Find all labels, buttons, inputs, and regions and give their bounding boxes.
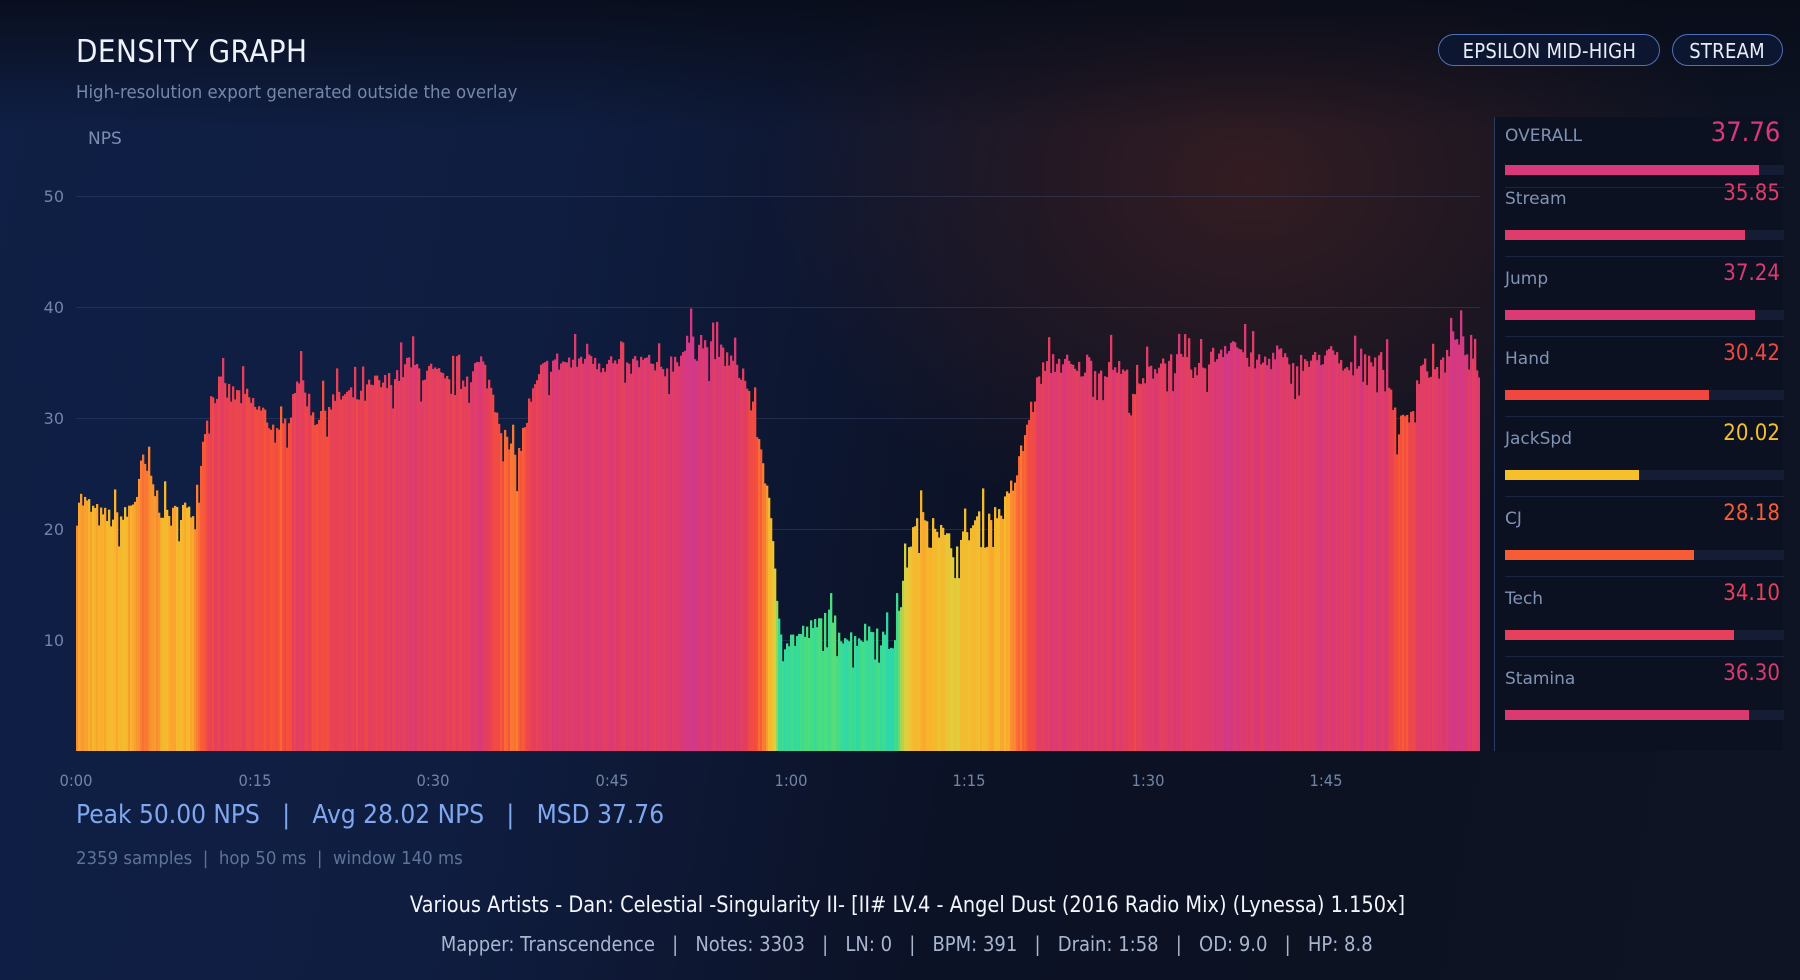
y-tick-40: 40 (43, 298, 64, 317)
song-title: Various Artists - Dan: Celestial -Singul… (0, 868, 1800, 918)
skill-divider (1505, 496, 1784, 497)
y-axis-label: NPS (88, 129, 122, 149)
song-info-text: Mapper: Transcendence | Notes: 3303 | LN… (440, 932, 1373, 956)
skill-divider (1505, 416, 1784, 417)
y-tick-30: 30 (43, 409, 64, 428)
badge-pattern-type: STREAM (1672, 34, 1783, 66)
skill-value-text: 28.18 (1723, 501, 1780, 526)
y-tick-20: 20 (43, 520, 64, 539)
skill-label: Hand (1505, 349, 1550, 369)
skill-label: CJ (1505, 509, 1522, 529)
skill-value: 20.02 (1717, 421, 1780, 446)
skill-value-text: 37.24 (1723, 261, 1780, 286)
skill-label: Stamina (1505, 669, 1576, 689)
page-title: DENSITY GRAPH (76, 34, 308, 70)
page-subtitle: High-resolution export generated outside… (76, 82, 518, 103)
nps-bars (76, 308, 1480, 751)
skill-value: 36.30 (1717, 661, 1780, 686)
skill-divider (1505, 256, 1784, 257)
x-tick: 1:45 (1309, 771, 1343, 790)
gridline-40 (76, 307, 1480, 308)
skill-bar-track (1505, 550, 1784, 560)
gridline-50 (76, 196, 1480, 197)
skill-bar-track (1505, 630, 1784, 640)
skill-bar-fill (1505, 630, 1734, 640)
skill-divider (1505, 336, 1784, 337)
skill-value: 28.18 (1717, 501, 1780, 526)
skill-value-text: 30.42 (1723, 341, 1780, 366)
skill-bar-fill (1505, 470, 1639, 480)
skill-value-text: 34.10 (1723, 581, 1780, 606)
skill-value-text: 37.76 (1710, 117, 1780, 148)
skill-bar-track (1505, 390, 1784, 400)
gridline-30 (76, 418, 1480, 419)
skill-bar-fill (1505, 165, 1759, 175)
skill-bar-fill (1505, 710, 1749, 720)
x-tick: 1:15 (952, 771, 986, 790)
skill-row-tech: Tech 34.10 (1495, 577, 1784, 657)
skill-row-overall: OVERALL 37.76 (1495, 117, 1784, 197)
skill-bar-track (1505, 470, 1784, 480)
skill-bar-track (1505, 230, 1784, 240)
song-info: Mapper: Transcendence | Notes: 3303 | LN… (0, 908, 1800, 956)
summary-stats: Peak 50.00 NPS | Avg 28.02 NPS | MSD 37.… (76, 800, 665, 830)
x-tick: 1:00 (774, 771, 808, 790)
skill-row-cj: CJ 28.18 (1495, 497, 1784, 577)
skill-row-stream: Stream 35.85 (1495, 177, 1784, 257)
skill-value-text: 20.02 (1723, 421, 1780, 446)
skill-divider (1505, 187, 1784, 188)
skill-bar-fill (1505, 390, 1709, 400)
skill-row-stamina: Stamina 36.30 (1495, 657, 1784, 737)
skill-panel: OVERALL 37.76 Stream 35.85 Jump 37.24 Hand 30.4… (1494, 117, 1784, 751)
skill-value-text: 35.85 (1723, 181, 1780, 206)
skill-value: 37.76 (1703, 117, 1780, 148)
gridline-20 (76, 529, 1480, 530)
badge-difficulty-tier: EPSILON MID-HIGH (1438, 34, 1660, 66)
skill-value-text: 36.30 (1723, 661, 1780, 686)
skill-label: OVERALL (1505, 126, 1583, 146)
x-tick: 0:30 (416, 771, 450, 790)
x-tick: 1:30 (1131, 771, 1165, 790)
skill-value: 30.42 (1717, 341, 1780, 366)
badge-label: EPSILON MID-HIGH (1462, 39, 1636, 63)
skill-value: 37.24 (1717, 261, 1780, 286)
skill-value: 34.10 (1717, 581, 1780, 606)
x-tick: 0:45 (595, 771, 629, 790)
skill-bar-fill (1505, 310, 1755, 320)
skill-label: Stream (1505, 189, 1567, 209)
x-tick: 0:00 (59, 771, 93, 790)
skill-label: Tech (1505, 589, 1544, 609)
badge-label: STREAM (1689, 39, 1766, 63)
skill-row-jackspd: JackSpd 20.02 (1495, 417, 1784, 497)
skill-bar-track (1505, 710, 1784, 720)
skill-bar-track (1505, 165, 1784, 175)
skill-value: 35.85 (1717, 181, 1780, 206)
skill-label: JackSpd (1505, 429, 1572, 449)
skill-bar-track (1505, 310, 1784, 320)
skill-bar-fill (1505, 550, 1695, 560)
x-tick: 0:15 (238, 771, 272, 790)
skill-row-jump: Jump 37.24 (1495, 257, 1784, 337)
skill-label: Jump (1505, 269, 1549, 289)
skill-divider (1505, 576, 1784, 577)
skill-bar-fill (1505, 230, 1745, 240)
skill-divider (1505, 656, 1784, 657)
song-title-text: Various Artists - Dan: Celestial -Singul… (409, 893, 1405, 918)
sampling-meta: 2359 samples | hop 50 ms | window 140 ms (76, 848, 463, 869)
y-tick-10: 10 (43, 631, 64, 650)
y-tick-50: 50 (43, 187, 64, 206)
skill-row-hand: Hand 30.42 (1495, 337, 1784, 417)
